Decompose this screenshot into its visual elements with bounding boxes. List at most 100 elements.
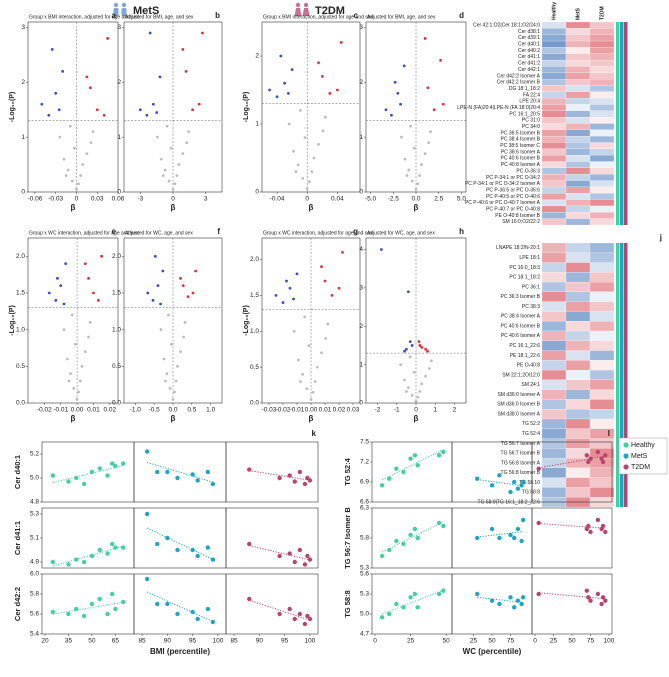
heat-cell — [541, 47, 567, 54]
x-tick-label: 75 — [587, 638, 595, 645]
point — [83, 262, 87, 266]
heat-cell — [541, 199, 567, 207]
column-strip — [620, 22, 624, 225]
point — [74, 557, 79, 562]
point — [64, 262, 68, 266]
point — [586, 595, 591, 600]
point — [519, 601, 524, 607]
point — [72, 146, 76, 150]
y-tick-label: 0 — [359, 400, 363, 407]
x-tick-label: 65 — [112, 638, 120, 645]
heat-cell — [565, 123, 591, 130]
heat-cell — [565, 487, 591, 498]
point — [317, 61, 320, 65]
row-label: PC 38:3 — [522, 304, 540, 310]
x-tick-label: -0.02 — [276, 407, 291, 414]
point — [588, 529, 593, 535]
heat-cell — [565, 438, 591, 449]
point — [77, 390, 81, 394]
point — [78, 379, 82, 383]
point — [515, 486, 521, 491]
x-tick-label: 0.02 — [333, 407, 346, 414]
point — [441, 449, 446, 455]
point — [175, 611, 180, 617]
heat-cell — [589, 155, 615, 162]
point — [50, 609, 56, 615]
heat-cell — [589, 28, 615, 35]
point — [156, 284, 160, 288]
point — [97, 547, 102, 553]
point — [165, 124, 169, 128]
point — [394, 601, 399, 607]
column-label: MetS — [575, 7, 581, 20]
column-strip — [616, 22, 620, 225]
point — [489, 598, 495, 603]
legend-label: Healthy — [631, 442, 655, 449]
point — [294, 170, 298, 174]
heat-cell — [589, 186, 615, 194]
point — [97, 596, 102, 602]
x-axis-label: β — [71, 414, 76, 423]
point — [292, 297, 295, 301]
point — [436, 453, 442, 458]
x-tick-label: 50 — [443, 638, 451, 645]
heat-cell — [589, 53, 615, 61]
row-label: PE O-40:8 — [517, 363, 541, 369]
panel-letter: f — [217, 227, 220, 236]
heat-cell — [565, 370, 591, 380]
heat-cell — [541, 360, 567, 371]
y-tick-label: 7.2 — [360, 459, 369, 466]
point — [68, 124, 72, 128]
point — [432, 108, 436, 112]
point — [287, 122, 291, 126]
y-tick-label: 1.5 — [250, 292, 259, 299]
point — [412, 453, 418, 458]
point — [305, 387, 309, 391]
point — [79, 174, 83, 177]
heat-cell — [565, 148, 591, 156]
heat-cell — [565, 174, 591, 181]
point — [58, 135, 62, 139]
x-tick-label: 3 — [204, 196, 208, 203]
y-tick-label: 0.5 — [112, 363, 121, 370]
point — [194, 269, 198, 273]
point — [320, 351, 323, 355]
heat-cell — [589, 379, 615, 390]
heat-cell — [565, 252, 591, 263]
row-label: TG 52:2 — [522, 421, 540, 427]
point — [416, 182, 420, 186]
point — [599, 601, 604, 607]
point — [586, 459, 591, 465]
heat-cell — [541, 91, 567, 99]
heat-cell — [589, 66, 615, 73]
y-tick-label: 1.5 — [16, 290, 25, 297]
point — [74, 606, 79, 612]
y-tick-label: 5.0 — [30, 475, 39, 482]
point — [426, 86, 430, 90]
x-tick-label: 100 — [213, 638, 224, 645]
point — [97, 466, 102, 471]
point — [387, 476, 392, 481]
point — [275, 95, 279, 99]
point — [307, 478, 313, 483]
row-label: SM 16:0;O2/22:2 — [502, 219, 540, 225]
point — [406, 290, 410, 294]
heat-cell — [589, 321, 615, 332]
point — [85, 75, 89, 79]
x-tick-label: -0.03 — [262, 407, 277, 414]
point — [307, 616, 313, 622]
point — [277, 611, 282, 617]
point — [152, 102, 155, 106]
point — [170, 342, 173, 346]
point — [408, 355, 412, 359]
legend-label: T2DM — [631, 464, 650, 471]
point — [379, 615, 385, 620]
trend-line — [249, 599, 311, 621]
facet-frame — [41, 573, 135, 635]
point — [286, 92, 290, 95]
point — [62, 302, 66, 306]
row-label: PE 18:1_22:6 — [510, 353, 541, 359]
point — [110, 591, 115, 597]
point — [337, 286, 341, 290]
point — [296, 163, 300, 167]
